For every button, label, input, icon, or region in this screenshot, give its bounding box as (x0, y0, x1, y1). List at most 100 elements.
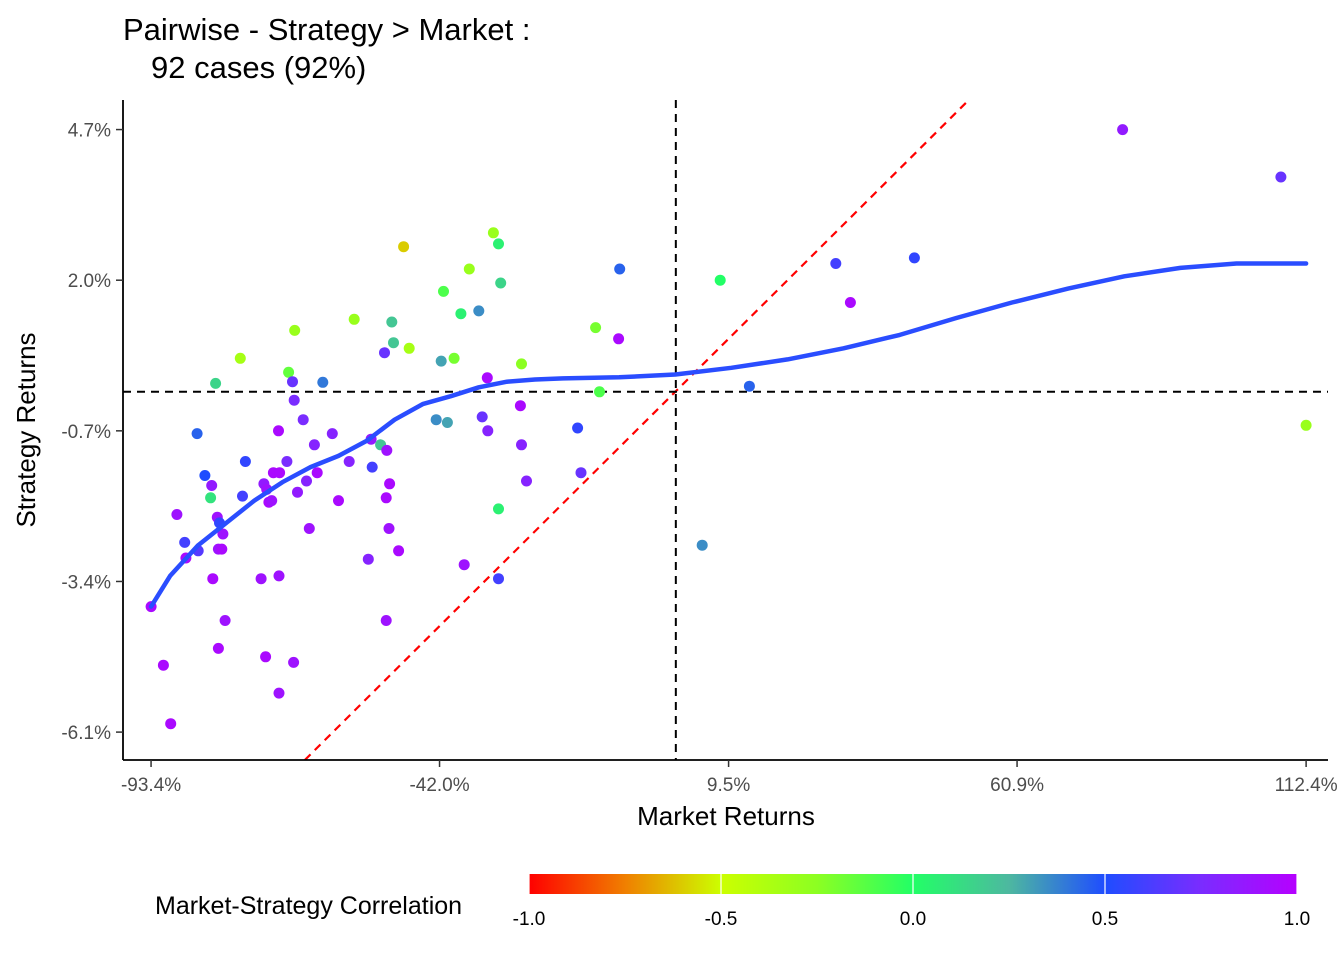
scatter-point (288, 394, 300, 406)
scatter-point (383, 523, 395, 534)
scatter-point (714, 274, 726, 286)
scatter-point (260, 651, 272, 663)
scatter-point (210, 377, 222, 389)
y-tick-label: 2.0% (68, 271, 111, 292)
scatter-point (493, 238, 504, 250)
scatter-point (255, 573, 267, 585)
scatter-point (844, 297, 856, 308)
scatter-point (287, 376, 298, 388)
scatter-point (207, 573, 219, 585)
scatter-point (157, 659, 169, 671)
scatter-point (572, 422, 584, 434)
scatter-point (430, 414, 442, 426)
scatter-point (348, 313, 360, 325)
scatter-point (206, 480, 218, 491)
scatter-point (386, 316, 398, 328)
scatter-point (514, 400, 526, 412)
scatter-point (696, 539, 708, 551)
scatter-point (380, 492, 392, 504)
scatter-point (458, 559, 470, 571)
plot-area (123, 100, 1328, 760)
scatter-point (403, 342, 415, 354)
y-tick-label: -0.7% (61, 422, 111, 443)
x-axis-title: Market Returns (637, 801, 815, 831)
scatter-point (212, 642, 224, 654)
scatter-point (288, 656, 300, 668)
scatter-point (273, 570, 285, 582)
x-axis-ticks: -93.4% -42.0% 9.5% 60.9% 112.4% (121, 760, 1338, 796)
scatter-point (435, 355, 447, 367)
scatter-point (308, 439, 320, 451)
scatter-point (219, 615, 231, 626)
scatter-point (393, 545, 405, 557)
smooth-trend-line (148, 261, 1309, 609)
scatter-point (908, 252, 920, 264)
scatter-point (473, 305, 485, 317)
legend-title: Market-Strategy Correlation (155, 892, 462, 920)
scatter-point (481, 372, 493, 384)
scatter-point (273, 687, 285, 699)
scatter-point (303, 523, 315, 534)
scatter-point (388, 337, 399, 349)
legend-tick-label: -0.5 (705, 909, 738, 930)
scatter-point (266, 495, 278, 507)
scatter-point (311, 467, 323, 479)
scatter-point (179, 536, 191, 548)
scatter-point (217, 528, 229, 540)
y-tick-label: 4.7% (68, 121, 111, 142)
scatter-point (343, 456, 355, 467)
scatter-point (743, 380, 755, 392)
color-legend: Market-Strategy Correlation -1.0 -0.5 0.0 0… (155, 874, 1310, 930)
y-axis-ticks: 4.7% 2.0% -0.7% -3.4% -6.1% (61, 121, 123, 744)
scatter-point (463, 263, 475, 275)
scatter-point (476, 411, 488, 423)
scatter-point (613, 333, 625, 345)
scatter-point (516, 439, 527, 451)
scatter-point (326, 428, 338, 440)
x-tick-label: -42.0% (409, 775, 469, 796)
scatter-point (239, 456, 251, 467)
scatter-point (493, 503, 504, 515)
scatter-point (482, 425, 494, 437)
scatter-point (521, 475, 532, 487)
scatter-point (362, 553, 374, 565)
scatter-point (205, 492, 217, 504)
scatter-point (455, 308, 467, 320)
scatter-point (366, 461, 378, 473)
chart-title: Pairwise - Strategy > Market : (123, 12, 530, 47)
scatter-point (830, 258, 842, 269)
scatter-point (398, 241, 410, 253)
scatter-point (171, 509, 183, 520)
legend-tick-label: 1.0 (1284, 909, 1310, 930)
scatter-point (594, 386, 605, 398)
scatter-point (590, 322, 602, 334)
scatter-point (283, 366, 295, 378)
y-tick-label: -3.4% (61, 572, 111, 593)
x-tick-label: -93.4% (121, 775, 181, 796)
y-tick-label: -6.1% (61, 723, 111, 744)
chart-subtitle: 92 cases (92%) (151, 50, 366, 85)
scatter-point (333, 495, 344, 507)
legend-tick-label: 0.5 (1092, 909, 1118, 930)
scatter-point (614, 263, 626, 275)
scatter-point (216, 543, 228, 555)
scatter-point (381, 444, 393, 456)
scatter-point (438, 285, 449, 297)
identity-line (304, 100, 970, 760)
legend-ticks: -1.0 -0.5 0.0 0.5 1.0 (513, 874, 1310, 930)
x-tick-label: 112.4% (1275, 775, 1338, 796)
scatter-point (1300, 419, 1312, 431)
scatter-point (237, 490, 248, 502)
legend-tick-label: 0.0 (900, 909, 926, 930)
scatter-point (289, 324, 301, 336)
scatter-point (1117, 124, 1129, 136)
y-axis-title: Strategy Returns (11, 332, 41, 527)
x-tick-label: 9.5% (707, 775, 750, 796)
scatter-point (273, 425, 284, 437)
scatter-point (384, 478, 396, 490)
scatter-point (516, 358, 527, 370)
scatter-point (191, 428, 203, 440)
scatter-point (234, 352, 246, 364)
scatter-point (301, 475, 312, 487)
scatter-point (493, 573, 504, 585)
